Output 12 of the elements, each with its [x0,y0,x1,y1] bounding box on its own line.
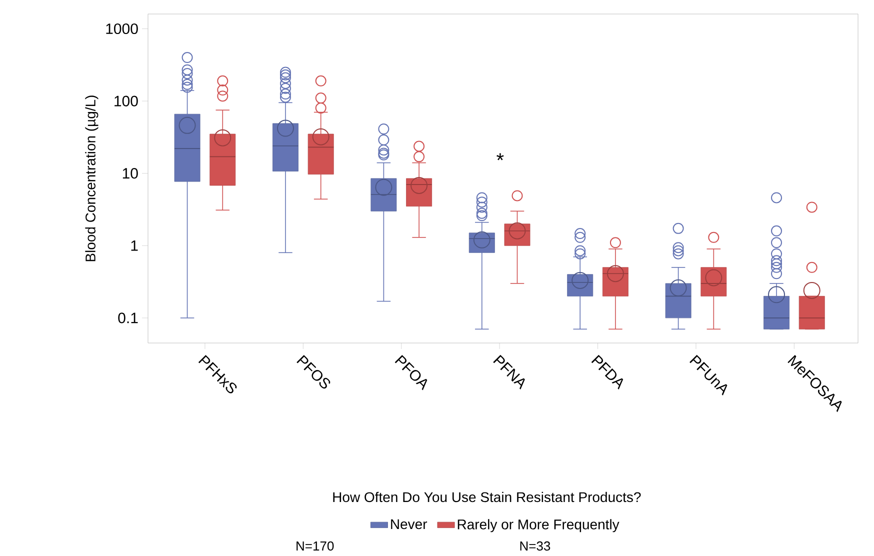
text: N=33 [520,541,550,551]
legend-label: Rarely or More Frequently [458,519,620,532]
y-axis-title: Blood Concentration (µg/L) [85,96,98,262]
y-tick-label: 1 [131,240,138,251]
y-tick-label: 100 [114,96,138,106]
y-tick-label: 10 [122,168,138,179]
y-tick-label: 0.1 [118,312,138,324]
text: N=170 [296,541,334,551]
annotation: * [496,153,504,160]
legend-title: How Often Do You Use Stain Resistant Products? [333,492,641,502]
legend-label: Never [391,519,428,530]
y-tick-label: 1000 [106,23,138,34]
